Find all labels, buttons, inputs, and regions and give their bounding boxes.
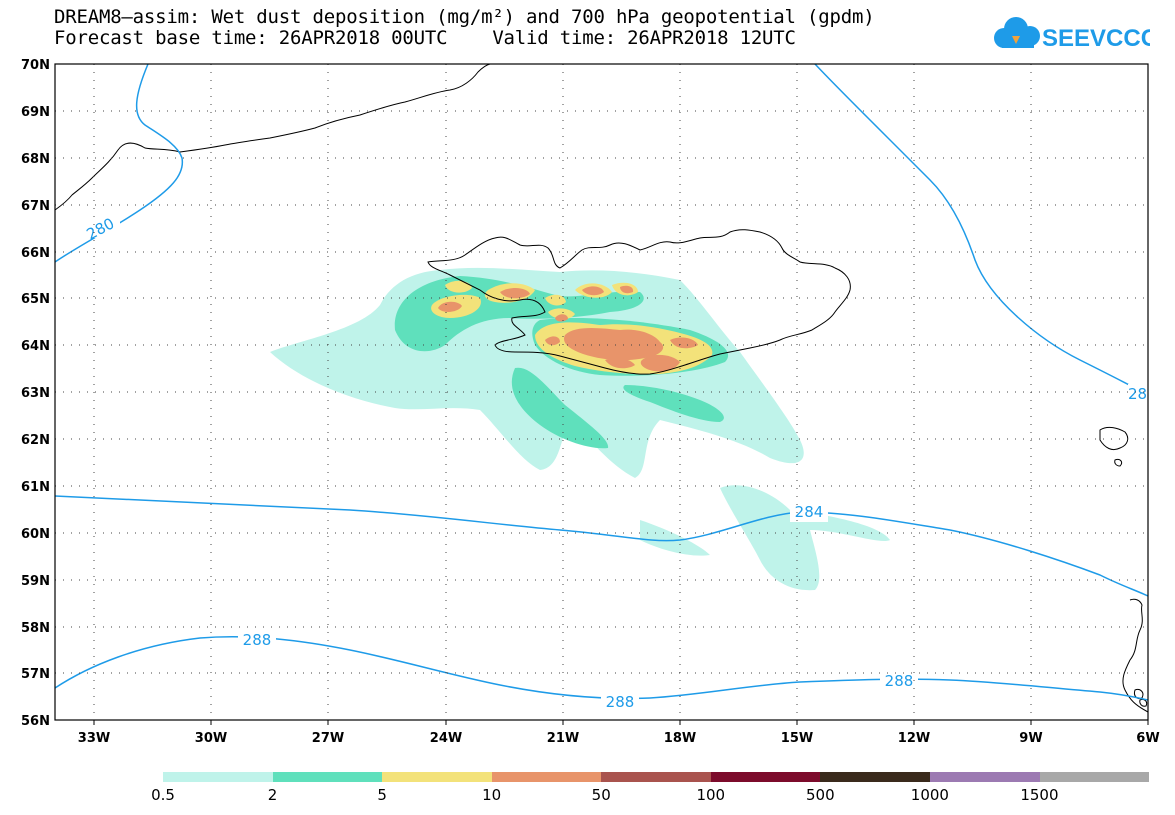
- colorbar-label: 1500: [1020, 786, 1059, 804]
- lat-label: 61N: [21, 480, 50, 495]
- colorbar-swatch: [820, 772, 930, 782]
- colorbar-labels: 0.5 2 5 10 50 100 500 1000 1500: [0, 786, 1175, 806]
- seevccc-logo: SEEVCCC: [994, 17, 1150, 52]
- colorbar-label: 100: [696, 786, 726, 804]
- lon-label: 12W: [898, 731, 930, 746]
- map-title-line-2: Forecast base time: 26APR2018 00UTC Vali…: [54, 27, 796, 49]
- contour-label-edge: 28: [1128, 385, 1147, 403]
- colorbar-swatch: [382, 772, 492, 782]
- iceland-coast: [427, 229, 851, 375]
- lat-label: 63N: [21, 386, 50, 401]
- lon-label: 9W: [1019, 731, 1042, 746]
- colorbar: [163, 772, 1150, 782]
- colorbar-swatch: [1039, 772, 1150, 782]
- coastlines: [54, 63, 1149, 713]
- lat-label: 64N: [21, 339, 50, 354]
- dust-level-2-plume-1: [511, 367, 609, 449]
- lat-label: 69N: [21, 105, 50, 120]
- colorbar-swatch: [491, 772, 602, 782]
- lon-label: 30W: [195, 731, 227, 746]
- colorbar-label: 10: [482, 786, 502, 804]
- greenland-coast: [54, 63, 491, 211]
- scotland-coast: [1122, 598, 1149, 713]
- dust-level-0-5-tail: [640, 520, 710, 556]
- dust-level-2-west: [394, 276, 644, 352]
- dust-level-0-5-south: [720, 485, 890, 591]
- colorbar-swatch: [601, 772, 711, 782]
- colorbar-label: 5: [377, 786, 387, 804]
- contour-labels: 280 284 288 288 288 28: [82, 214, 1148, 711]
- map-plot: 280 284 288 288 288 28: [21, 58, 1160, 746]
- latitude-labels: 70N 69N 68N 67N 66N 65N 64N 63N 62N 61N …: [21, 58, 50, 729]
- contour-label-288-east: 288: [885, 672, 914, 690]
- cloud-icon: [994, 17, 1040, 48]
- lat-label: 56N: [21, 714, 50, 729]
- colorbar-label: 0.5: [151, 786, 175, 804]
- lat-label: 70N: [21, 58, 50, 73]
- lon-label: 15W: [781, 731, 813, 746]
- lon-label: 21W: [547, 731, 579, 746]
- lat-label: 65N: [21, 292, 50, 307]
- longitude-labels: 33W 30W 27W 24W 21W 18W 15W 12W 9W 6W: [78, 731, 1160, 746]
- lat-label: 68N: [21, 152, 50, 167]
- map-title-line-1: DREAM8–assim: Wet dust deposition (mg/m²…: [54, 6, 875, 28]
- colorbar-swatch: [272, 772, 383, 782]
- contour-label-288-west: 288: [243, 631, 272, 649]
- colorbar-label: 1000: [910, 786, 949, 804]
- faroe-islands: [1099, 426, 1129, 451]
- lon-label: 18W: [664, 731, 696, 746]
- lon-label: 33W: [78, 731, 110, 746]
- colorbar-swatch: [929, 772, 1040, 782]
- graticule: [55, 64, 1148, 720]
- lat-label: 62N: [21, 433, 50, 448]
- lon-label: 24W: [430, 731, 462, 746]
- contour-label-284: 284: [795, 503, 824, 521]
- lon-label: 27W: [312, 731, 344, 746]
- contour-label-288-center: 288: [606, 693, 635, 711]
- lat-label: 59N: [21, 574, 50, 589]
- colorbar-label: 2: [267, 786, 278, 804]
- lat-label: 66N: [21, 246, 50, 261]
- colorbar-label: 500: [806, 786, 835, 804]
- dust-level-2-plume-2: [623, 385, 724, 422]
- lat-label: 67N: [21, 199, 50, 214]
- logo-text: SEEVCCC: [1042, 25, 1150, 52]
- lat-label: 60N: [21, 527, 50, 542]
- lat-label: 57N: [21, 667, 50, 682]
- lat-label: 58N: [21, 621, 50, 636]
- contour-284: [54, 495, 1149, 597]
- contour-east: [814, 63, 1149, 396]
- plot-frame: [54, 63, 1149, 721]
- colorbar-swatch: [163, 772, 273, 782]
- lon-label: 6W: [1136, 731, 1159, 746]
- colorbar-swatch: [710, 772, 821, 782]
- colorbar-label: 50: [591, 786, 611, 804]
- dust-deposition-shading: [270, 267, 890, 591]
